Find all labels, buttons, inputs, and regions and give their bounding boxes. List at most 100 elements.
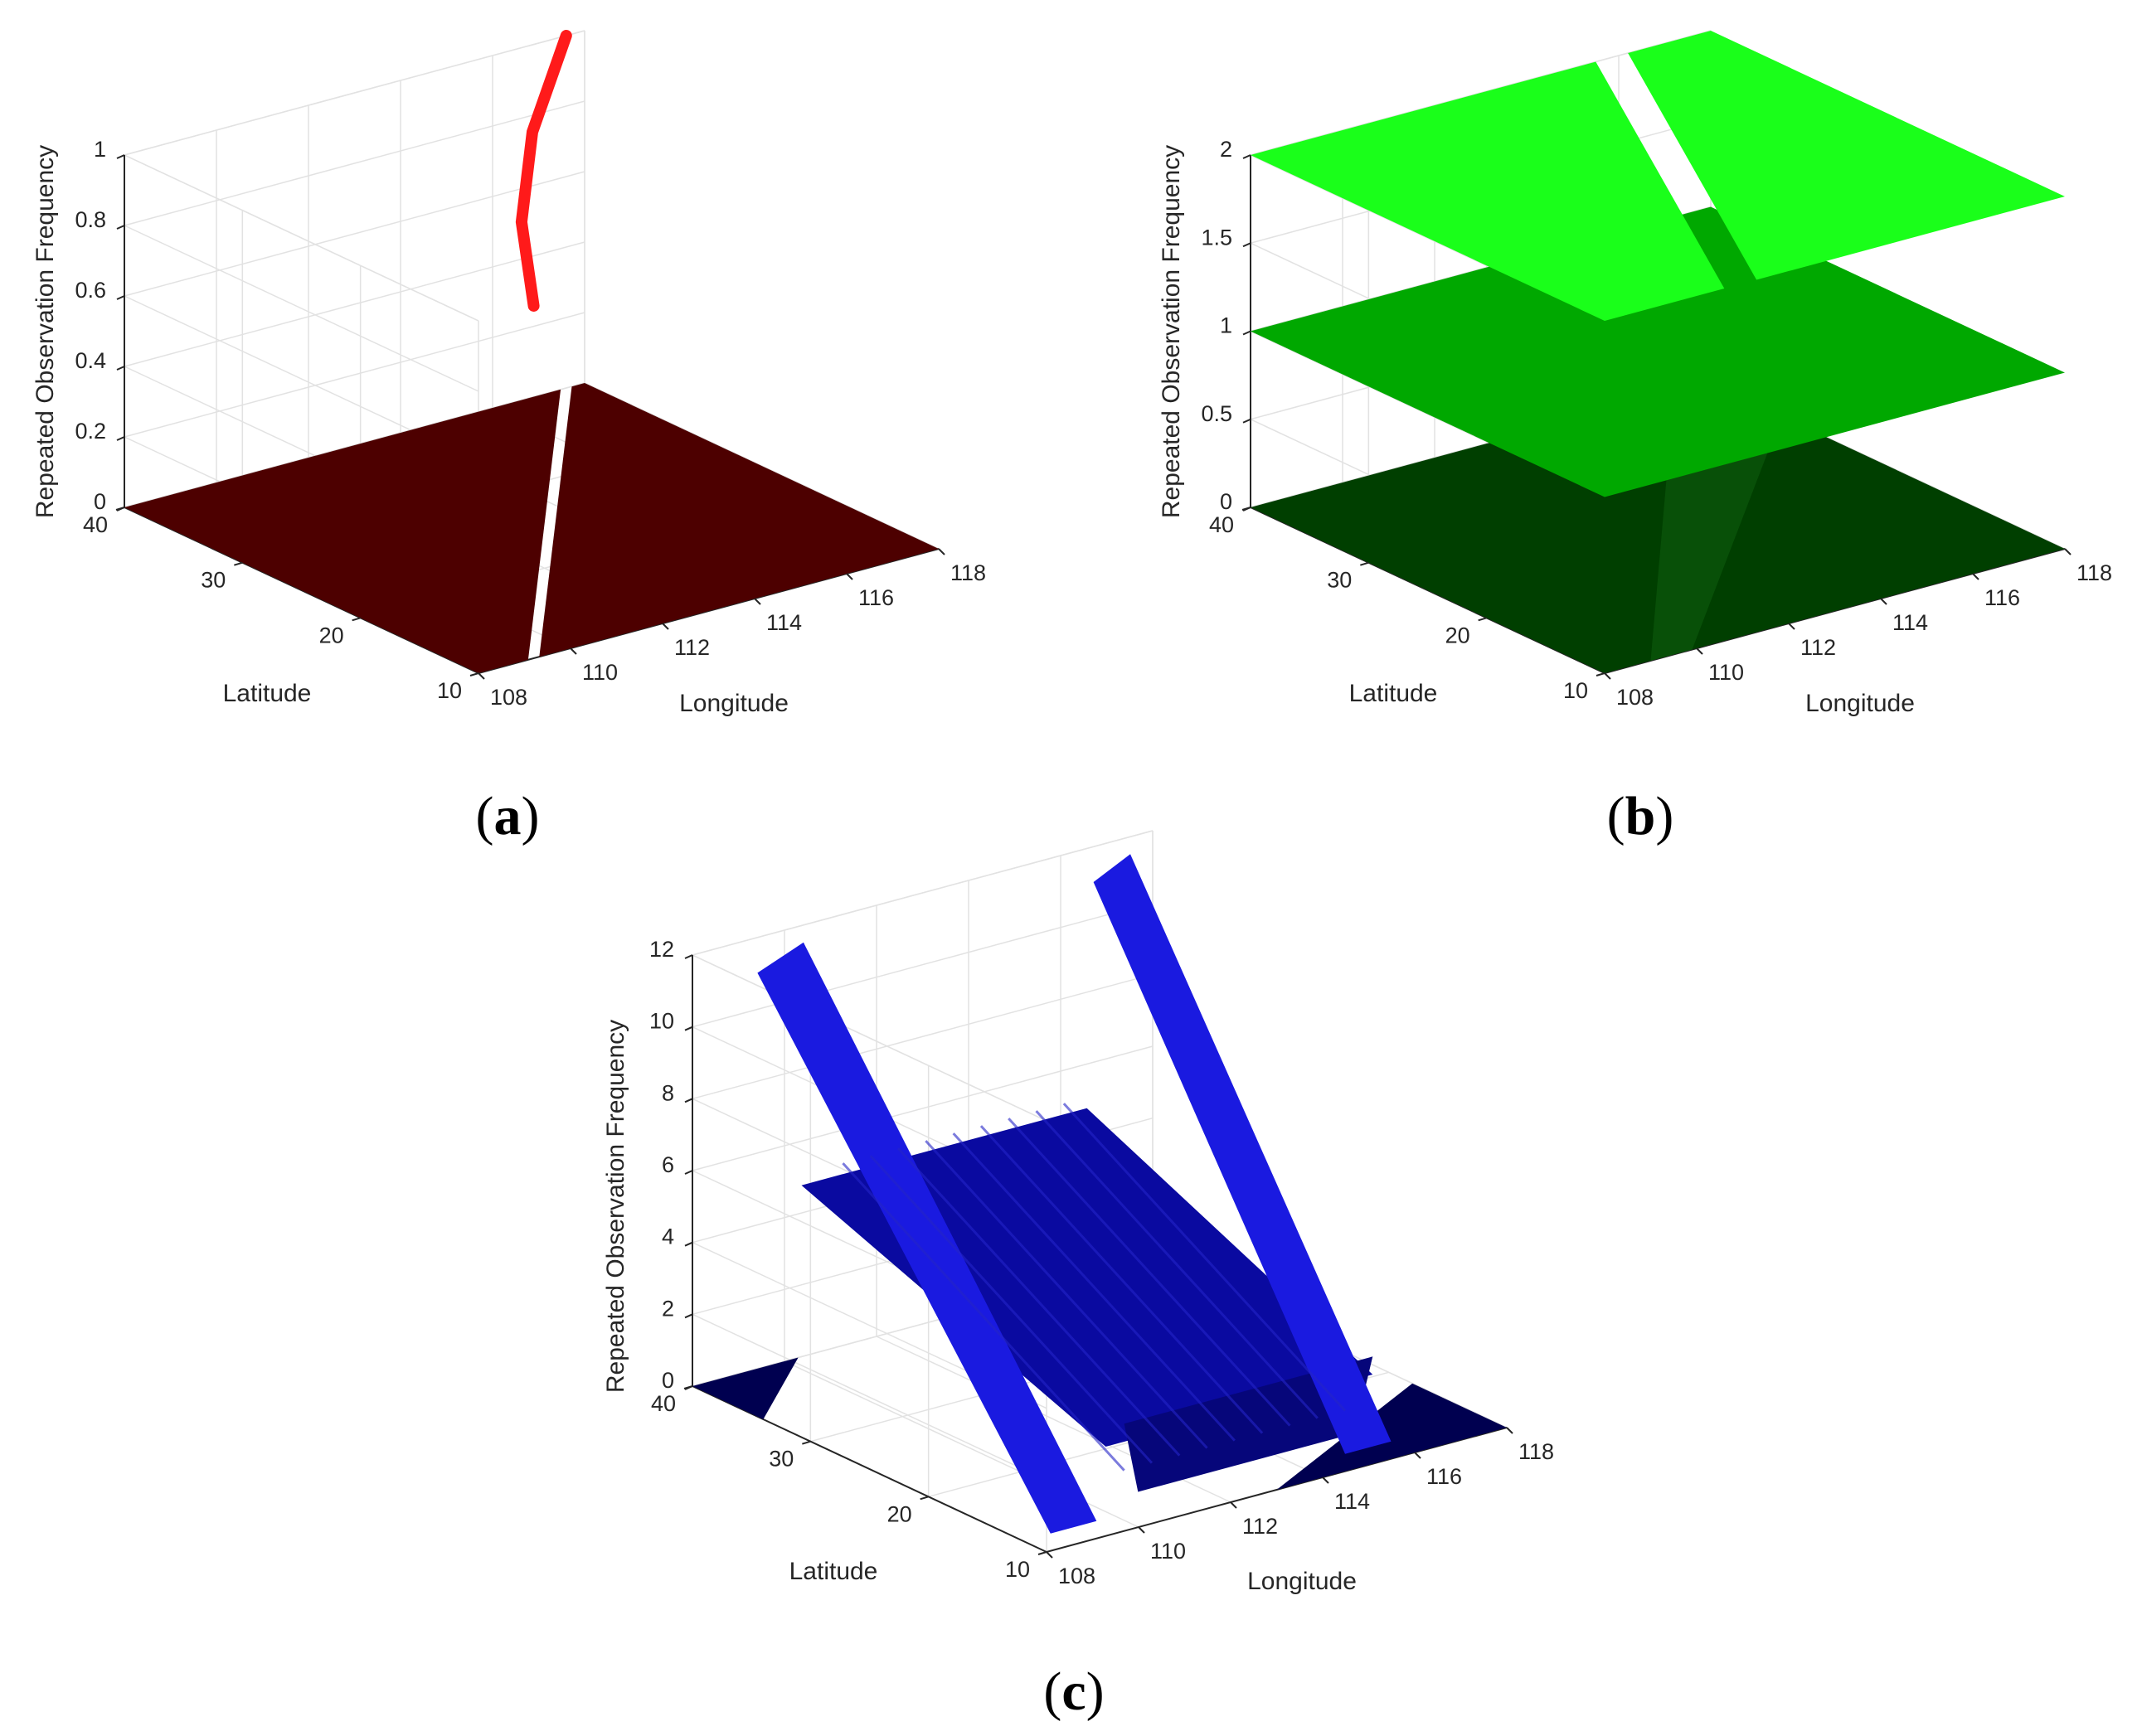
band-streak	[952, 1132, 1236, 1442]
z-tick-mark	[1242, 154, 1251, 159]
box-edge	[692, 830, 1154, 956]
z-tick-label: 12	[649, 937, 674, 962]
x-tick-label: 108	[1616, 685, 1654, 710]
x-tick-label: 118	[1518, 1439, 1554, 1464]
box-edge	[124, 30, 585, 156]
z-tick-mark	[1242, 242, 1251, 248]
band-streak	[842, 1162, 1125, 1472]
panel-b-xlabel: Longitude	[1805, 690, 1915, 717]
z-tick-label: 0.4	[75, 348, 106, 373]
y-tick-mark	[683, 1385, 693, 1389]
band-streak	[896, 1147, 1181, 1457]
x-tick-mark	[1604, 672, 1611, 680]
x-tick-mark	[1880, 598, 1887, 605]
panel-c-chart: 0 2 4 6 8 10 12 10 20 30 40 108 110 112 114 116 118 Re…	[602, 830, 1554, 1722]
x-tick-mark	[1696, 647, 1703, 655]
gridline	[692, 1045, 1154, 1171]
x-tick-mark	[1322, 1477, 1329, 1484]
y-tick-label: 10	[1005, 1557, 1030, 1582]
band-streak	[925, 1140, 1208, 1449]
z-tick-label: 4	[662, 1224, 674, 1249]
y-axis-line	[692, 1385, 1047, 1553]
x-tick-label: 110	[582, 660, 618, 685]
panel-a-zlabel: Repeated Observation Frequency	[32, 145, 59, 518]
x-tick-mark	[754, 598, 761, 605]
panel-c-xticks: 108 110 112 114 116 118	[1046, 1427, 1554, 1588]
x-tick-mark	[662, 623, 669, 630]
x-tick-label: 116	[858, 585, 894, 610]
x-tick-mark	[478, 672, 485, 680]
box-edge	[692, 954, 1047, 1122]
z-tick-label: 10	[649, 1009, 674, 1034]
x-tick-mark	[1046, 1551, 1053, 1559]
z-tick-label: 0.5	[1201, 401, 1232, 426]
z-tick-label: 0	[1220, 489, 1232, 514]
z-tick-label: 0.6	[75, 278, 106, 303]
panel-b-zticks: 0 0.5 1 1.5 2	[1201, 137, 1251, 514]
z-tick-label: 1	[1220, 313, 1232, 338]
y-tick-mark	[1596, 672, 1605, 676]
band-streak	[979, 1125, 1264, 1434]
z-tick-label: 2	[1220, 137, 1232, 162]
gridline	[124, 171, 585, 297]
panel-c-zticks: 0 2 4 6 8 10 12	[649, 937, 693, 1393]
z-tick-label: 8	[662, 1080, 674, 1105]
z-tick-label: 0	[94, 489, 106, 514]
z-tick-label: 0	[662, 1368, 674, 1393]
y-tick-label: 10	[437, 678, 462, 703]
x-tick-mark	[1972, 573, 1979, 580]
panel-b-chart: 0 0.5 1 1.5 2 10 20 30 40 108 110 112 114 116 118 Re…	[1158, 30, 2112, 846]
x-tick-label: 114	[766, 610, 802, 635]
z-tick-mark	[684, 1313, 693, 1319]
gridline	[124, 312, 585, 438]
level-2-surface-right	[1628, 31, 2065, 280]
panel-b-marks	[1251, 31, 2065, 673]
y-tick-mark	[1037, 1551, 1047, 1555]
x-tick-label: 114	[1334, 1489, 1370, 1514]
x-tick-mark	[1506, 1427, 1513, 1434]
y-tick-label: 10	[1563, 678, 1588, 703]
y-tick-label: 40	[1209, 512, 1234, 537]
z-tick-mark	[684, 1026, 693, 1031]
box-edge	[124, 154, 479, 322]
panel-a-marks	[124, 30, 939, 673]
level-0-surface	[1251, 383, 2065, 673]
y-tick-label: 20	[1445, 623, 1470, 647]
z-tick-mark	[684, 1241, 693, 1247]
x-tick-label: 110	[1708, 660, 1744, 685]
panel-b-ylabel: Latitude	[1349, 680, 1438, 707]
x-tick-label: 114	[1892, 610, 1928, 635]
x-tick-label: 112	[1800, 635, 1836, 660]
x-tick-label: 112	[1242, 1514, 1278, 1539]
panel-c-xlabel: Longitude	[1247, 1568, 1357, 1595]
x-tick-label: 110	[1150, 1539, 1186, 1564]
band-streak	[1062, 1103, 1347, 1412]
panel-b-xticks: 108 110 112 114 116 118	[1604, 548, 2112, 710]
gridline	[124, 241, 585, 367]
x-tick-mark	[570, 647, 577, 655]
panel-a-xticks: 108 110 112 114 116 118	[478, 548, 986, 710]
y-tick-mark	[1478, 617, 1487, 622]
x-tick-label: 118	[2076, 560, 2112, 585]
z-tick-mark	[684, 1098, 693, 1103]
y-tick-label: 30	[1327, 568, 1352, 593]
band-streak	[1008, 1118, 1291, 1427]
gridline	[692, 901, 1154, 1028]
x-tick-label: 118	[950, 560, 986, 585]
x-tick-mark	[938, 548, 945, 555]
elevated-strip	[515, 30, 572, 312]
gridline	[692, 973, 1154, 1100]
x-tick-mark	[1414, 1452, 1421, 1459]
panel-a-zticks: 0 0.2 0.4 0.6 0.8 1	[75, 137, 125, 514]
floor-region-left	[124, 389, 561, 673]
z-tick-mark	[116, 436, 125, 441]
y-tick-mark	[1241, 507, 1251, 511]
y-tick-mark	[352, 617, 361, 622]
x-tick-label: 108	[490, 685, 527, 710]
z-tick-label: 0.8	[75, 207, 106, 232]
panel-c-yticks: 10 20 30 40	[651, 1385, 1047, 1582]
y-tick-mark	[1360, 561, 1369, 566]
panel-a-ylabel: Latitude	[223, 680, 312, 707]
x-tick-mark	[1138, 1526, 1145, 1534]
